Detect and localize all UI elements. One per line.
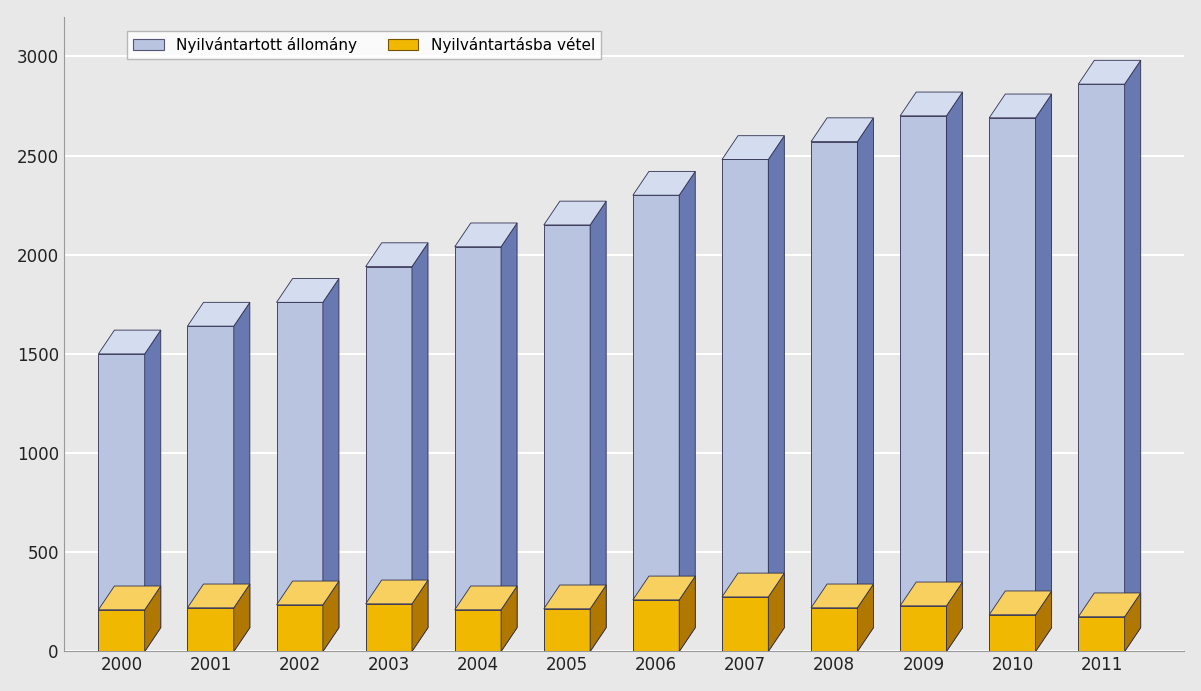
Polygon shape xyxy=(769,135,784,652)
Polygon shape xyxy=(990,94,1052,118)
Polygon shape xyxy=(187,608,234,652)
Polygon shape xyxy=(811,608,858,652)
Polygon shape xyxy=(276,278,339,303)
Polygon shape xyxy=(722,160,769,652)
Polygon shape xyxy=(901,116,946,652)
Polygon shape xyxy=(323,581,339,652)
Polygon shape xyxy=(811,118,873,142)
Polygon shape xyxy=(455,223,518,247)
Polygon shape xyxy=(1035,94,1052,652)
Polygon shape xyxy=(455,586,518,610)
Polygon shape xyxy=(858,584,873,652)
Polygon shape xyxy=(323,278,339,652)
Polygon shape xyxy=(365,267,412,652)
Polygon shape xyxy=(365,243,428,267)
Polygon shape xyxy=(1124,60,1141,652)
Polygon shape xyxy=(144,330,161,652)
Polygon shape xyxy=(901,606,946,652)
Polygon shape xyxy=(946,92,962,652)
Polygon shape xyxy=(455,247,501,652)
Polygon shape xyxy=(901,92,962,116)
Polygon shape xyxy=(234,584,250,652)
Polygon shape xyxy=(501,223,518,652)
Polygon shape xyxy=(544,225,590,652)
Polygon shape xyxy=(811,142,858,652)
Polygon shape xyxy=(680,171,695,652)
Polygon shape xyxy=(98,354,144,652)
Polygon shape xyxy=(412,243,428,652)
Legend: Nyilvántartott állomány, Nyilvántartásba vétel: Nyilvántartott állomány, Nyilvántartásba… xyxy=(127,30,600,59)
Polygon shape xyxy=(544,201,607,225)
Polygon shape xyxy=(501,586,518,652)
Polygon shape xyxy=(98,330,161,354)
Polygon shape xyxy=(234,303,250,652)
Polygon shape xyxy=(990,615,1035,652)
Polygon shape xyxy=(633,195,680,652)
Polygon shape xyxy=(187,326,234,652)
Polygon shape xyxy=(412,580,428,652)
Polygon shape xyxy=(722,573,784,597)
Polygon shape xyxy=(990,118,1035,652)
Polygon shape xyxy=(858,118,873,652)
Polygon shape xyxy=(276,605,323,652)
Polygon shape xyxy=(1078,617,1124,652)
Polygon shape xyxy=(544,609,590,652)
Polygon shape xyxy=(1124,593,1141,652)
Polygon shape xyxy=(633,600,680,652)
Polygon shape xyxy=(98,586,161,610)
Polygon shape xyxy=(1078,60,1141,84)
Polygon shape xyxy=(144,586,161,652)
Polygon shape xyxy=(722,597,769,652)
Polygon shape xyxy=(187,584,250,608)
Polygon shape xyxy=(811,584,873,608)
Polygon shape xyxy=(769,573,784,652)
Polygon shape xyxy=(98,610,144,652)
Polygon shape xyxy=(365,604,412,652)
Polygon shape xyxy=(1078,84,1124,652)
Polygon shape xyxy=(276,581,339,605)
Polygon shape xyxy=(590,585,607,652)
Polygon shape xyxy=(365,580,428,604)
Polygon shape xyxy=(1035,591,1052,652)
Polygon shape xyxy=(187,303,250,326)
Polygon shape xyxy=(276,303,323,652)
Polygon shape xyxy=(722,135,784,160)
Polygon shape xyxy=(455,610,501,652)
Polygon shape xyxy=(590,201,607,652)
Polygon shape xyxy=(544,585,607,609)
Polygon shape xyxy=(901,582,962,606)
Polygon shape xyxy=(946,582,962,652)
Polygon shape xyxy=(680,576,695,652)
Polygon shape xyxy=(633,171,695,195)
Polygon shape xyxy=(990,591,1052,615)
Polygon shape xyxy=(633,576,695,600)
Polygon shape xyxy=(1078,593,1141,617)
